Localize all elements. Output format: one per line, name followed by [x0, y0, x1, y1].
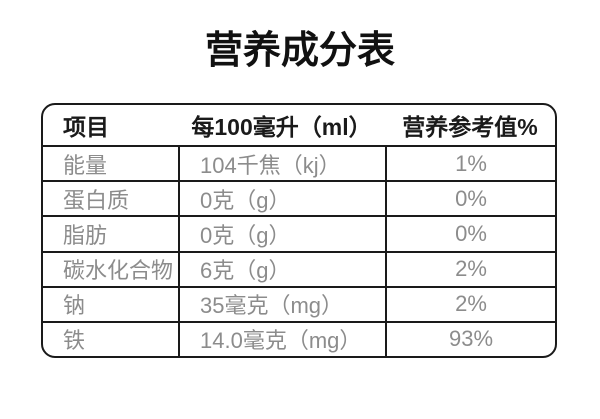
row-nrv-value: 0% [385, 217, 555, 251]
row-nrv-value: 0% [385, 182, 555, 216]
row-item-label: 蛋白质 [63, 187, 130, 213]
row-item-label: 钠 [63, 293, 86, 319]
table-row-iron: 铁 14.0毫克（mg） 93% [43, 320, 555, 356]
header-per-100ml: 每100毫升（ml） [191, 114, 372, 140]
row-amount: 0克（g） [178, 217, 385, 251]
row-nrv-value: 93% [385, 322, 555, 356]
page-title: 营养成分表 [204, 30, 395, 72]
table-row-energy: 能量 104千焦（kj） 1% [43, 145, 555, 181]
nutrition-table: 项目 每100毫升（ml） 营养参考值% 能量 104千焦（kj） 1% 蛋白质… [41, 103, 557, 358]
header-nrv-percent: 营养参考值% [402, 114, 538, 140]
row-amount: 35毫克（mg） [178, 287, 385, 321]
table-row-fat: 脂肪 0克（g） 0% [43, 215, 555, 251]
row-item-label: 碳水化合物 [63, 258, 174, 284]
row-amount: 6克（g） [178, 252, 385, 286]
row-item-label: 铁 [63, 328, 86, 354]
header-item: 项目 [63, 114, 109, 140]
row-item-label: 脂肪 [63, 222, 108, 248]
row-nrv-value: 1% [385, 147, 555, 181]
table-row-sodium: 钠 35毫克（mg） 2% [43, 285, 555, 321]
row-nrv-value: 2% [385, 287, 555, 321]
table-row-protein: 蛋白质 0克（g） 0% [43, 180, 555, 216]
row-item-label: 能量 [63, 152, 108, 178]
row-amount: 104千焦（kj） [178, 147, 385, 181]
row-amount: 0克（g） [178, 182, 385, 216]
table-row-carbohydrate: 碳水化合物 6克（g） 2% [43, 250, 555, 286]
row-nrv-value: 2% [385, 252, 555, 286]
row-amount: 14.0毫克（mg） [178, 322, 385, 356]
table-header-row: 项目 每100毫升（ml） 营养参考值% [43, 105, 555, 145]
